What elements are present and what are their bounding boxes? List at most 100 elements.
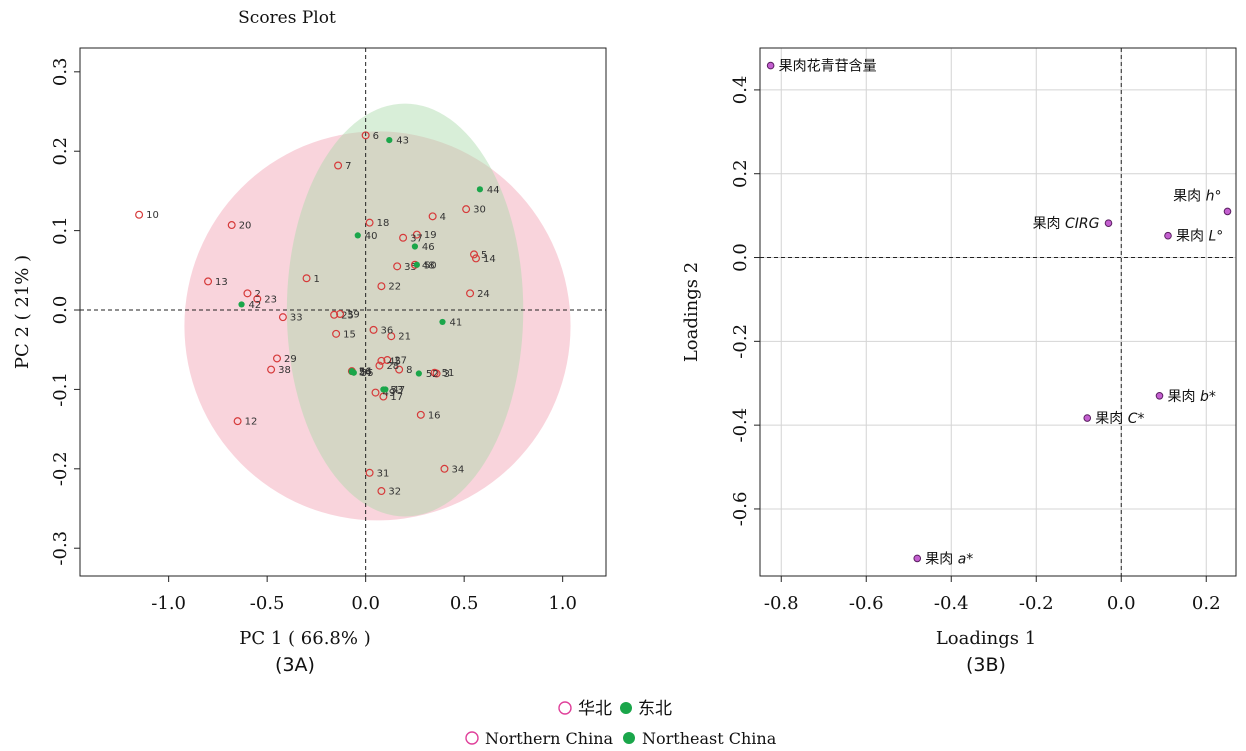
legend: 华北 东北 Northern China Northeast China — [465, 699, 777, 748]
loading-variable-label: 果肉 L° — [1176, 229, 1223, 245]
y-tick-label: -0.4 — [730, 408, 751, 443]
x-tick-label: -0.5 — [250, 593, 285, 614]
north-sample-point: 39 — [336, 309, 360, 320]
sample-id-label: 41 — [449, 317, 462, 328]
northeast-sample-point: 41 — [439, 317, 462, 328]
scores-plot-frame — [79, 47, 607, 577]
sample-id-label: 22 — [388, 282, 401, 293]
y-tick-label: 0.2 — [50, 137, 71, 166]
north-sample-point: 33 — [278, 313, 303, 324]
sample-marker — [428, 212, 437, 221]
north-sample-point: 22 — [377, 282, 401, 293]
loading-variable-label: 果肉 CIRG — [1033, 216, 1100, 232]
sample-id-label: 46 — [422, 242, 435, 253]
sample-id-label: 4 — [440, 212, 446, 223]
sample-id-label: 48 — [422, 260, 435, 271]
sample-marker — [470, 250, 479, 259]
loadings-grid — [760, 48, 1236, 576]
north-sample-point: 10 — [135, 210, 159, 221]
northeast-sample-point: 43 — [386, 136, 409, 147]
sample-id-label: 52 — [426, 369, 439, 380]
sample-id-label: 16 — [428, 410, 441, 421]
north-sample-point: 24 — [466, 289, 490, 300]
sample-id-label: 19 — [424, 230, 437, 241]
sample-id-label: 2 — [254, 289, 260, 300]
sample-id-label: 18 — [377, 218, 390, 229]
scores-plot-title: Scores Plot — [238, 8, 336, 28]
north-sample-point: 51 — [430, 368, 454, 379]
x-tick-label: -0.6 — [849, 593, 884, 614]
sample-id-label: 40 — [365, 231, 378, 242]
sample-marker — [380, 386, 387, 393]
loading-point: 果肉花青苷含量 — [766, 59, 877, 75]
scores-points: 1234567810121314151617181920212223242526… — [135, 131, 500, 498]
sample-id-label: 10 — [146, 210, 159, 221]
loading-variable-label: 果肉 h° — [1173, 188, 1221, 204]
scores-axis-ticks: -1.0 -0.5 0.0 0.5 1.0 -0.3 -0.2 -0.1 0.0 0.1 0.2 0.… — [50, 57, 577, 614]
loadings-plot-frame — [759, 47, 1237, 577]
north-sample-point: 30 — [462, 205, 486, 216]
sample-id-label: 39 — [347, 309, 360, 320]
legend-northeast-en: Northeast China — [642, 729, 777, 748]
sample-marker — [411, 243, 419, 250]
sample-id-label: 21 — [398, 332, 411, 343]
sample-marker — [387, 332, 396, 341]
sample-marker — [354, 232, 361, 239]
loadings-axis-ticks: -0.8 -0.6 -0.4 -0.2 0.0 0.2 -0.6 -0.4 -0.2 0.0 0.2… — [730, 76, 1221, 614]
y-tick-label: 0.3 — [50, 57, 71, 86]
y-tick-label: 0.1 — [50, 216, 71, 245]
sample-marker — [302, 274, 311, 283]
sample-id-label: 7 — [345, 161, 351, 172]
loadings-plot-panel: -0.8 -0.6 -0.4 -0.2 0.0 0.2 -0.6 -0.4 -0.2 0.0 0.2… — [681, 47, 1237, 676]
loading-marker — [1223, 207, 1232, 216]
scores-plot-panel: Scores Plot -1.0 -0.5 0.0 0.5 1.0 -0.3 -0.2 -0.… — [12, 8, 607, 676]
north-sample-point: 49 — [371, 388, 395, 399]
north-sample-point: 19 — [412, 230, 437, 241]
y-tick-label: 0.4 — [730, 76, 751, 105]
y-tick-label: -0.3 — [50, 531, 71, 566]
legend-line-1: 华北 东北 — [558, 699, 672, 719]
sample-id-label: 17 — [390, 392, 403, 403]
loading-point: 果肉 h° — [1173, 188, 1232, 216]
northeast-sample-point: 50 — [413, 260, 437, 271]
sample-marker — [430, 368, 439, 377]
sample-marker — [253, 294, 262, 303]
loading-marker — [1083, 414, 1092, 422]
loading-marker — [1164, 231, 1172, 240]
panel-b-caption: (3B) — [966, 654, 1006, 676]
north-sample-point: 35 — [393, 262, 417, 273]
sample-id-label: 27 — [394, 356, 407, 367]
sample-id-label: 5 — [481, 250, 487, 261]
sample-marker — [413, 261, 420, 268]
sample-marker — [238, 301, 245, 308]
sample-marker — [278, 313, 287, 322]
sample-marker — [243, 289, 252, 298]
y-tick-label: -0.2 — [730, 324, 751, 359]
sample-marker — [204, 277, 213, 286]
sample-marker — [377, 487, 386, 496]
north-sample-point: 17 — [379, 392, 403, 403]
sample-marker — [462, 205, 471, 214]
sample-marker — [334, 161, 343, 170]
northeast-sample-point: 46 — [411, 242, 435, 253]
legend-filled-circle-icon — [623, 732, 635, 744]
confidence-ellipses — [184, 103, 571, 521]
sample-id-label: 14 — [483, 254, 496, 265]
north-sample-point: 27 — [383, 356, 407, 367]
legend-filled-circle-icon — [620, 702, 632, 714]
northeast-sample-point: 56 — [348, 367, 372, 378]
northeast-sample-point: 44 — [476, 185, 500, 196]
northeast-sample-point: 53 — [380, 385, 403, 396]
sample-id-label: 44 — [487, 185, 500, 196]
sample-marker — [332, 329, 341, 338]
sample-id-label: 32 — [388, 487, 401, 498]
sample-id-label: 24 — [477, 289, 490, 300]
x-tick-label: 1.0 — [548, 593, 577, 614]
sample-id-label: 38 — [278, 365, 291, 376]
sample-id-label: 35 — [404, 262, 417, 273]
sample-id-label: 53 — [390, 385, 403, 396]
sample-marker — [476, 186, 484, 193]
loading-variable-label: 果肉 a* — [925, 551, 973, 567]
sample-marker — [377, 356, 386, 365]
